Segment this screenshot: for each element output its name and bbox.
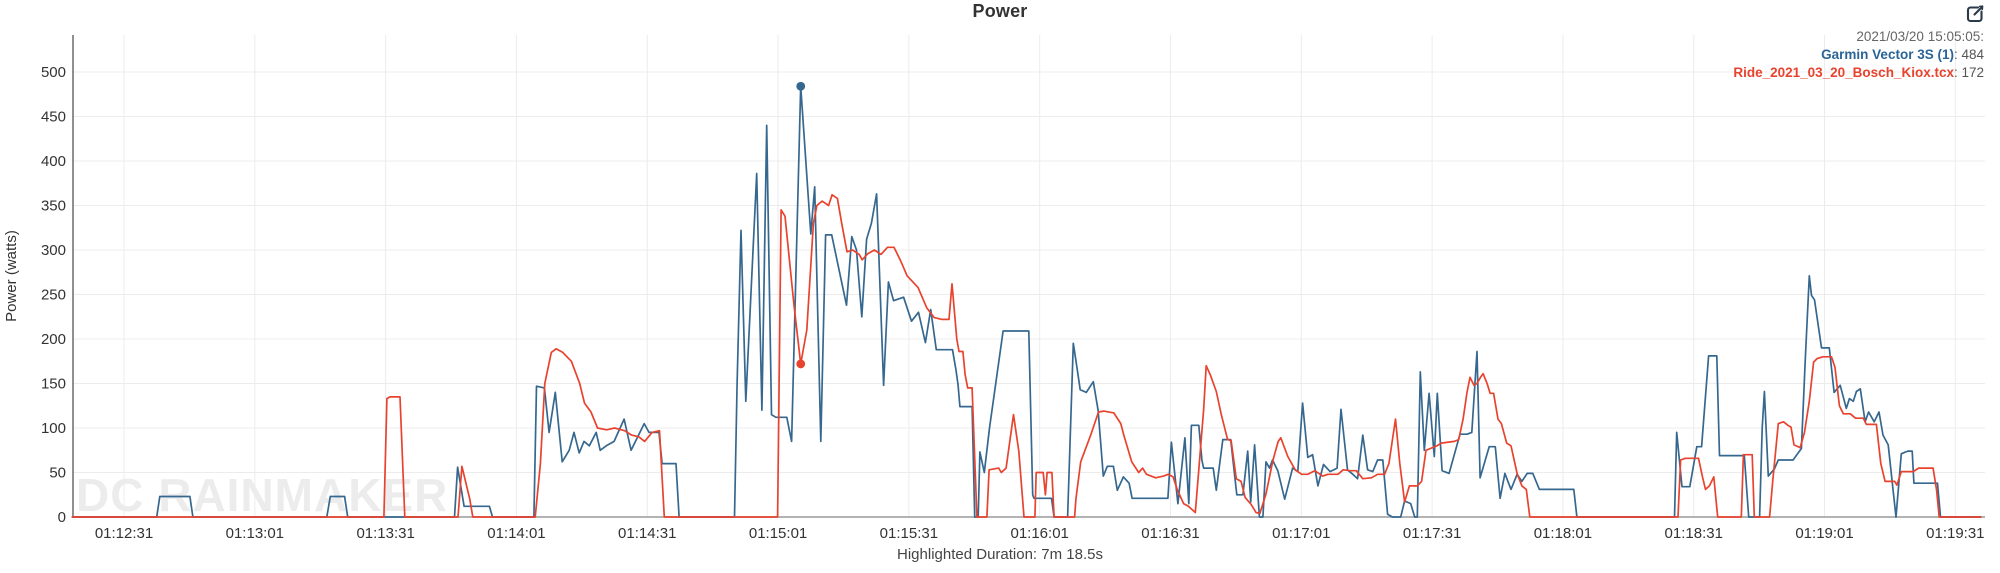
highlight-marker-0 — [796, 81, 806, 91]
hover-readout: 2021/03/20 15:05:05: Garmin Vector 3S (1… — [1733, 28, 1984, 82]
x-tick-label: 01:16:31 — [1141, 525, 1199, 542]
y-tick-label: 100 — [41, 420, 66, 437]
page-title: Power — [972, 1, 1028, 21]
series-line-0 — [71, 85, 1982, 518]
x-tick-label: 01:18:31 — [1665, 525, 1723, 542]
x-tick-label: 01:19:01 — [1795, 525, 1853, 542]
series-label-garmin: Garmin Vector 3S (1) — [1821, 47, 1954, 62]
x-tick-label: 01:17:01 — [1272, 525, 1330, 542]
y-tick-label: 350 — [41, 198, 66, 215]
x-tick-label: 01:15:01 — [749, 525, 807, 542]
series-value-garmin: : 484 — [1953, 47, 1984, 62]
y-tick-label: 250 — [41, 287, 66, 304]
series-label-bosch: Ride_2021_03_20_Bosch_Kiox.tcx — [1733, 65, 1954, 80]
readout-series-garmin: Garmin Vector 3S (1): 484 — [1733, 46, 1984, 64]
y-tick-label: 200 — [41, 331, 66, 348]
x-tick-label: 01:19:31 — [1926, 525, 1984, 542]
x-tick-label: 01:18:01 — [1534, 525, 1592, 542]
y-tick-label: 50 — [49, 465, 66, 482]
y-tick-label: 300 — [41, 242, 66, 259]
x-tick-label: 01:15:31 — [880, 525, 938, 542]
y-tick-label: 500 — [41, 64, 66, 81]
x-tick-label: 01:14:01 — [487, 525, 545, 542]
y-tick-label: 150 — [41, 376, 66, 393]
y-axis-title: Power (watts) — [3, 230, 20, 322]
x-tick-label: 01:17:31 — [1403, 525, 1461, 542]
y-tick-label: 400 — [41, 153, 66, 170]
x-tick-label: 01:13:31 — [356, 525, 414, 542]
edit-icon — [1964, 5, 1986, 29]
y-tick-label: 0 — [58, 509, 66, 526]
x-tick-label: 01:13:01 — [226, 525, 284, 542]
highlighted-duration: Highlighted Duration: 7m 18.5s — [897, 546, 1103, 563]
readout-timestamp: 2021/03/20 15:05:05: — [1856, 29, 1984, 44]
x-tick-label: 01:16:01 — [1010, 525, 1068, 542]
x-tick-label: 01:12:31 — [95, 525, 153, 542]
series-value-bosch: : 172 — [1953, 65, 1984, 80]
highlight-marker-1 — [796, 359, 806, 369]
y-tick-label: 450 — [41, 109, 66, 126]
readout-series-bosch: Ride_2021_03_20_Bosch_Kiox.tcx: 172 — [1733, 64, 1984, 82]
series-line-1 — [71, 193, 1982, 518]
edit-button[interactable] — [1964, 3, 1986, 25]
x-tick-label: 01:14:31 — [618, 525, 676, 542]
